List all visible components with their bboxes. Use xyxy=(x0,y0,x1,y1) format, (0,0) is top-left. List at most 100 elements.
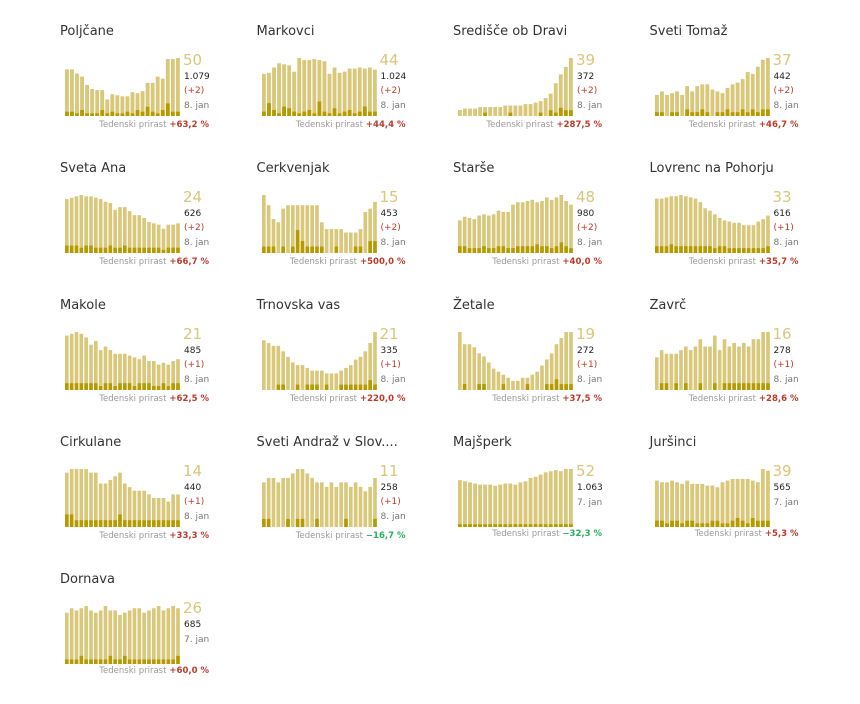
active-cases-bar xyxy=(130,92,135,116)
active-cases-bar xyxy=(69,197,74,253)
active-cases-bar xyxy=(74,469,79,527)
active-cases-bar xyxy=(678,195,683,253)
active-cases-bar xyxy=(659,482,664,527)
active-cases-bar xyxy=(69,333,74,390)
weekly-growth-label: Tedenski prirast xyxy=(99,257,167,267)
active-cases-bar xyxy=(319,222,324,253)
active-cases-bar xyxy=(559,338,564,390)
new-cases-bar xyxy=(501,384,506,390)
new-cases-bar xyxy=(290,246,295,253)
weekly-growth: Tedenski prirast +44,4 % xyxy=(296,120,406,130)
new-cases-bar xyxy=(765,383,770,390)
active-cases-bar xyxy=(765,58,770,116)
new-cases-bar xyxy=(654,112,659,116)
new-cases-bar xyxy=(554,379,559,390)
new-cases-bar xyxy=(98,520,103,527)
new-cases-bar xyxy=(108,383,113,390)
new-cases-bar xyxy=(353,384,357,390)
active-cases-value: 48 xyxy=(576,188,596,206)
active-cases-bar xyxy=(127,487,132,527)
active-cases-bar xyxy=(488,107,493,116)
active-cases-bar xyxy=(533,102,538,116)
weekly-growth-label: Tedenski prirast xyxy=(295,120,363,130)
bar-chart-svg xyxy=(654,332,770,390)
active-cases-bar xyxy=(152,608,156,664)
active-cases-bar xyxy=(327,73,331,116)
new-cases-bar xyxy=(545,384,549,390)
weekly-growth-value: +37,5 % xyxy=(562,394,602,404)
active-cases-bar xyxy=(654,480,659,527)
bar-chart xyxy=(261,193,378,253)
new-cases-bar xyxy=(553,524,558,527)
active-cases-bar xyxy=(84,469,88,527)
new-cases-bar xyxy=(80,110,84,116)
bar-chart xyxy=(458,330,574,390)
active-cases-bar xyxy=(488,484,493,527)
new-cases-bar xyxy=(271,109,276,116)
active-cases-bar xyxy=(316,60,321,116)
weekly-growth-value: +62,5 % xyxy=(169,394,209,404)
active-cases-bar xyxy=(491,368,496,390)
new-cases-bar xyxy=(693,246,697,253)
new-cases-bar xyxy=(301,111,306,116)
new-cases-bar xyxy=(664,246,668,253)
new-cases-bar xyxy=(147,520,151,527)
new-cases-bar xyxy=(152,247,156,253)
active-cases-bar xyxy=(358,229,362,253)
new-cases-bar xyxy=(467,248,472,253)
new-cases-bar xyxy=(746,383,750,390)
active-cases-bar xyxy=(518,105,523,116)
bar-chart xyxy=(261,56,378,116)
active-cases-bar xyxy=(709,89,714,116)
municipality-title: Majšperk xyxy=(453,435,512,450)
new-cases-bar xyxy=(478,524,483,527)
active-cases-bar xyxy=(513,105,518,116)
new-cases-bar xyxy=(75,113,79,116)
active-cases-bar xyxy=(261,73,266,116)
new-cases-bar xyxy=(545,246,549,253)
new-cases-bar xyxy=(280,246,285,253)
new-cases-bar xyxy=(352,113,357,116)
active-cases-value: 24 xyxy=(183,188,203,206)
new-cases-bar xyxy=(74,383,79,390)
new-cases-bar xyxy=(508,112,513,116)
municipality-title: Trnovska vas xyxy=(256,298,341,313)
new-cases-bar xyxy=(309,246,314,253)
active-cases-bar xyxy=(285,477,290,527)
active-cases-bar xyxy=(482,356,486,390)
active-cases-bar xyxy=(332,67,336,116)
bar-chart-svg xyxy=(261,195,377,253)
active-cases-value: 33 xyxy=(772,188,792,206)
active-cases-bar xyxy=(511,204,515,253)
new-cases-bar xyxy=(678,246,683,253)
active-cases-bar xyxy=(305,473,309,527)
new-cases-bar xyxy=(170,111,175,116)
active-cases-bar xyxy=(120,96,125,116)
new-cases-bar xyxy=(113,247,117,253)
new-cases-bar xyxy=(343,518,348,527)
active-cases-bar xyxy=(175,58,180,116)
bar-chart-svg xyxy=(458,332,573,390)
active-cases-bar xyxy=(548,471,553,527)
new-cases-bar xyxy=(462,384,467,390)
active-cases-bar xyxy=(290,362,295,390)
new-cases-bar xyxy=(98,247,103,253)
new-cases-bar xyxy=(89,659,93,664)
new-cases-bar xyxy=(118,514,122,527)
new-cases-bar xyxy=(540,246,544,253)
new-cases-bar xyxy=(458,246,462,253)
weekly-growth-label: Tedenski prirast xyxy=(486,120,554,130)
active-cases-bar xyxy=(324,373,328,390)
active-cases-bar xyxy=(89,472,93,527)
new-cases-bar xyxy=(372,241,377,253)
daily-change-value: (+1) xyxy=(184,360,205,370)
active-cases-bar xyxy=(528,477,533,527)
new-cases-bar xyxy=(130,113,135,116)
municipality-title: Sveti Andraž v Slov.... xyxy=(256,435,398,450)
active-cases-bar xyxy=(353,359,357,390)
active-cases-bar xyxy=(698,339,702,390)
municipality-title: Lovrenc na Pohorju xyxy=(649,161,774,176)
active-cases-bar xyxy=(564,332,568,390)
active-cases-bar xyxy=(69,469,74,527)
active-cases-bar xyxy=(79,195,84,253)
